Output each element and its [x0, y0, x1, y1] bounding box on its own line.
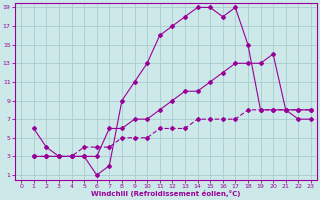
- X-axis label: Windchill (Refroidissement éolien,°C): Windchill (Refroidissement éolien,°C): [91, 190, 241, 197]
